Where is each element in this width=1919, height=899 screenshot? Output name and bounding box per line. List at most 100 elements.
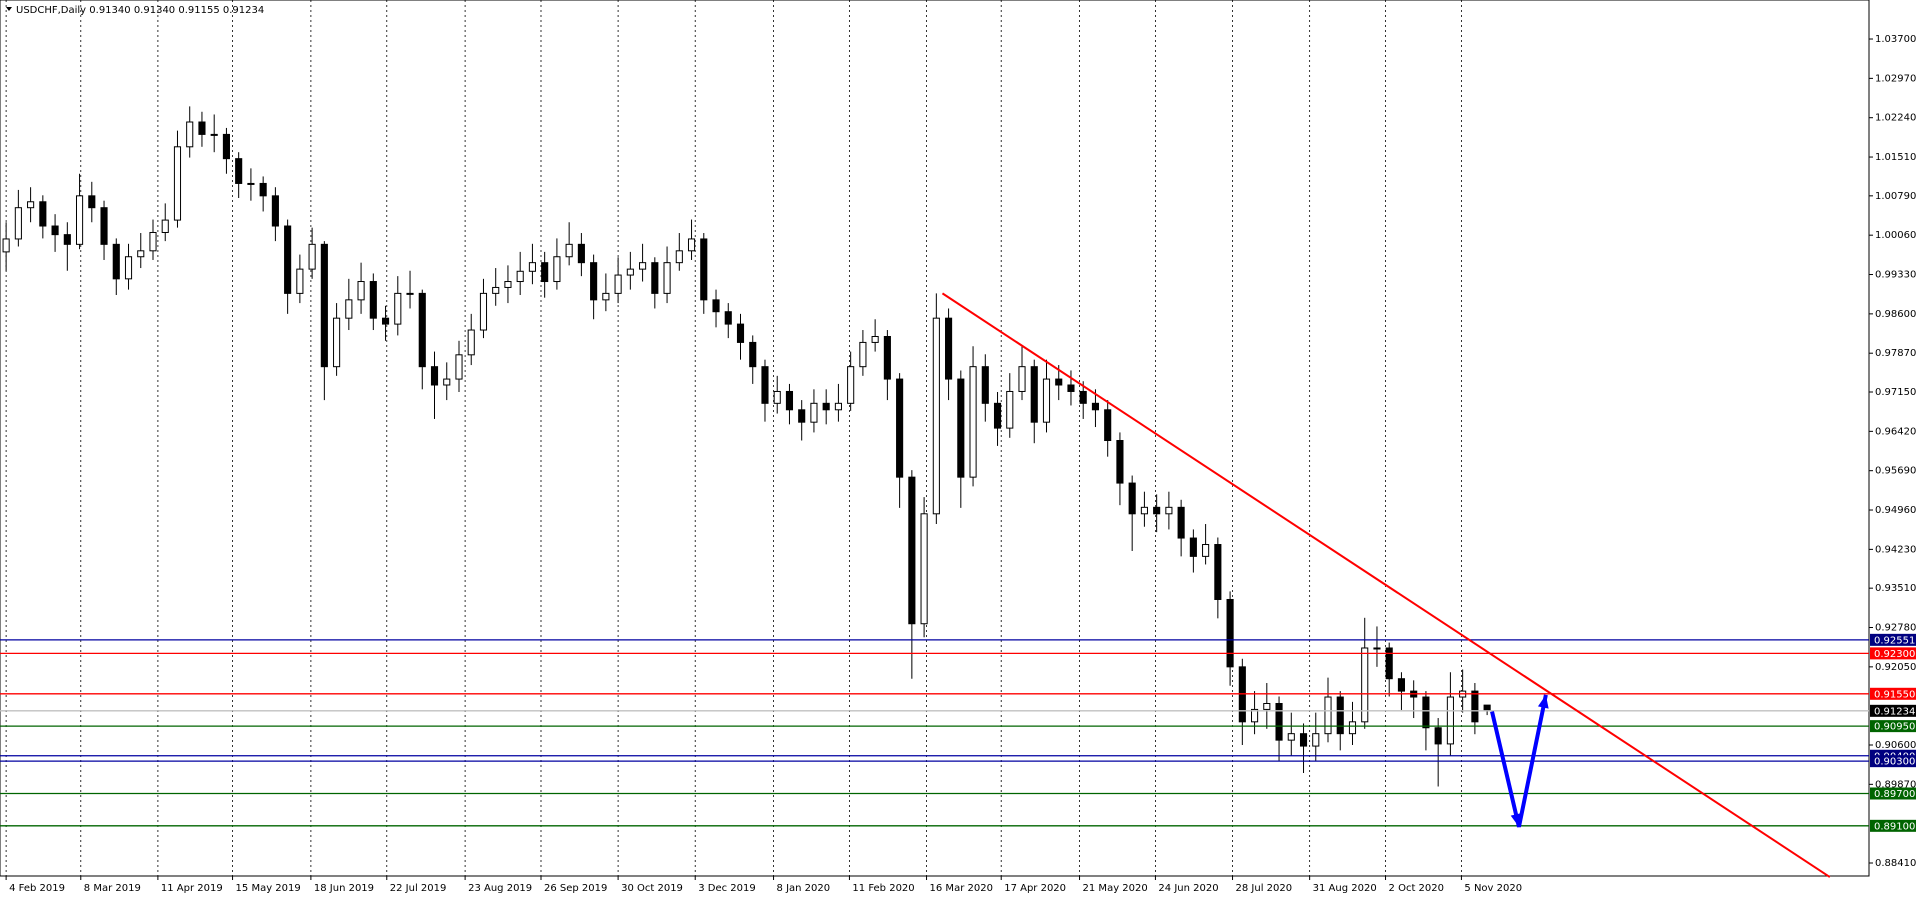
level-tag bbox=[1870, 819, 1916, 832]
candle-body bbox=[479, 292, 488, 331]
candle-body bbox=[406, 292, 414, 295]
candle-body bbox=[1397, 678, 1406, 692]
y-tick-label: 1.00060 bbox=[1875, 230, 1916, 241]
candle-body bbox=[1140, 506, 1148, 515]
candle-body bbox=[663, 262, 671, 294]
candle-body bbox=[1091, 402, 1100, 411]
level-tag bbox=[1870, 633, 1916, 646]
candle-body bbox=[198, 121, 206, 135]
candle-body bbox=[639, 262, 647, 270]
candle-body bbox=[590, 262, 598, 301]
candle-body bbox=[993, 402, 1002, 429]
candle-body bbox=[651, 262, 659, 294]
candle-body bbox=[100, 207, 108, 245]
candle-body bbox=[112, 243, 120, 280]
x-tick-label: 8 Jan 2020 bbox=[777, 883, 831, 894]
level-tag bbox=[1870, 704, 1916, 717]
candle-body bbox=[1189, 537, 1197, 557]
candle-body bbox=[908, 476, 916, 625]
candle-body bbox=[847, 366, 855, 404]
level-label: 0.89700 bbox=[1874, 789, 1915, 800]
level-tag bbox=[1870, 720, 1916, 733]
candle-body bbox=[749, 341, 757, 368]
candle-body bbox=[871, 335, 879, 343]
candle-body bbox=[541, 262, 549, 283]
candle-body bbox=[785, 390, 794, 411]
y-tick-label: 1.00790 bbox=[1875, 191, 1916, 202]
candle-body bbox=[394, 292, 402, 325]
level-label: 0.91234 bbox=[1874, 706, 1915, 717]
candle-body bbox=[14, 207, 22, 240]
y-tick-label: 0.96420 bbox=[1875, 426, 1916, 437]
x-tick-label: 4 Feb 2019 bbox=[9, 883, 65, 894]
candle-body bbox=[626, 268, 634, 276]
level-label: 0.92300 bbox=[1874, 649, 1915, 660]
x-tick-label: 15 May 2019 bbox=[236, 883, 301, 894]
candle-body bbox=[504, 281, 512, 288]
y-tick-label: 0.98600 bbox=[1875, 309, 1916, 320]
candle-body bbox=[75, 195, 84, 245]
candle-body bbox=[418, 292, 426, 368]
candle-body bbox=[308, 243, 316, 270]
candle-body bbox=[920, 513, 928, 625]
candle-body bbox=[222, 133, 230, 160]
x-tick-label: 23 Aug 2019 bbox=[468, 883, 532, 894]
y-tick-label: 1.01510 bbox=[1875, 152, 1916, 163]
candle-body bbox=[565, 243, 573, 258]
candle-body bbox=[284, 225, 292, 294]
candle-body bbox=[467, 329, 475, 356]
level-tag bbox=[1870, 755, 1916, 768]
arrow-head bbox=[1537, 694, 1549, 709]
candle-body bbox=[834, 402, 842, 411]
candle-body bbox=[736, 323, 745, 343]
candle-body bbox=[602, 292, 610, 301]
candle-body bbox=[969, 366, 977, 478]
candle-body bbox=[124, 256, 133, 280]
candle-body bbox=[761, 366, 769, 404]
candle-body bbox=[149, 231, 157, 252]
candle-body bbox=[1177, 506, 1185, 539]
y-tick-label: 0.97150 bbox=[1875, 387, 1916, 398]
candle-body bbox=[981, 366, 989, 404]
candle-body bbox=[137, 250, 145, 258]
candle-body bbox=[724, 311, 732, 325]
x-tick-label: 28 Jul 2020 bbox=[1236, 883, 1293, 894]
candle-body bbox=[492, 286, 500, 294]
candle-body bbox=[1251, 708, 1259, 723]
level-label: 0.92551 bbox=[1874, 635, 1915, 646]
y-tick-label: 0.92780 bbox=[1875, 623, 1916, 634]
level-label: 0.90950 bbox=[1874, 722, 1915, 733]
candle-body bbox=[345, 299, 353, 319]
candle-body bbox=[1202, 544, 1210, 557]
candle-body bbox=[210, 133, 218, 136]
level-tag bbox=[1870, 787, 1916, 800]
candle-body bbox=[1385, 647, 1393, 680]
candle-body bbox=[1275, 702, 1283, 741]
y-tick-label: 1.03700 bbox=[1875, 34, 1916, 45]
candle-body bbox=[700, 238, 708, 301]
candle-body bbox=[945, 317, 953, 380]
candle-body bbox=[1214, 544, 1222, 600]
x-tick-label: 16 Mar 2020 bbox=[930, 883, 993, 894]
x-tick-label: 11 Apr 2019 bbox=[161, 883, 223, 894]
candle-body bbox=[810, 402, 818, 423]
candle-body bbox=[859, 341, 867, 368]
x-tick-label: 5 Nov 2020 bbox=[1464, 883, 1522, 894]
candle-body bbox=[675, 250, 683, 264]
y-tick-label: 0.94960 bbox=[1875, 505, 1916, 516]
candle-body bbox=[2, 238, 10, 253]
candle-body bbox=[296, 268, 304, 294]
candle-body bbox=[63, 234, 71, 245]
candle-body bbox=[1312, 733, 1320, 747]
candle-body bbox=[430, 366, 439, 386]
candle-body bbox=[455, 354, 463, 380]
x-tick-label: 11 Feb 2020 bbox=[852, 883, 914, 894]
candle-body bbox=[932, 317, 940, 515]
candle-body bbox=[443, 378, 451, 386]
candle-body bbox=[1434, 727, 1442, 745]
candle-body bbox=[369, 281, 377, 319]
candle-body bbox=[1006, 390, 1014, 429]
candle-body bbox=[173, 146, 182, 221]
candle-body bbox=[798, 409, 806, 423]
